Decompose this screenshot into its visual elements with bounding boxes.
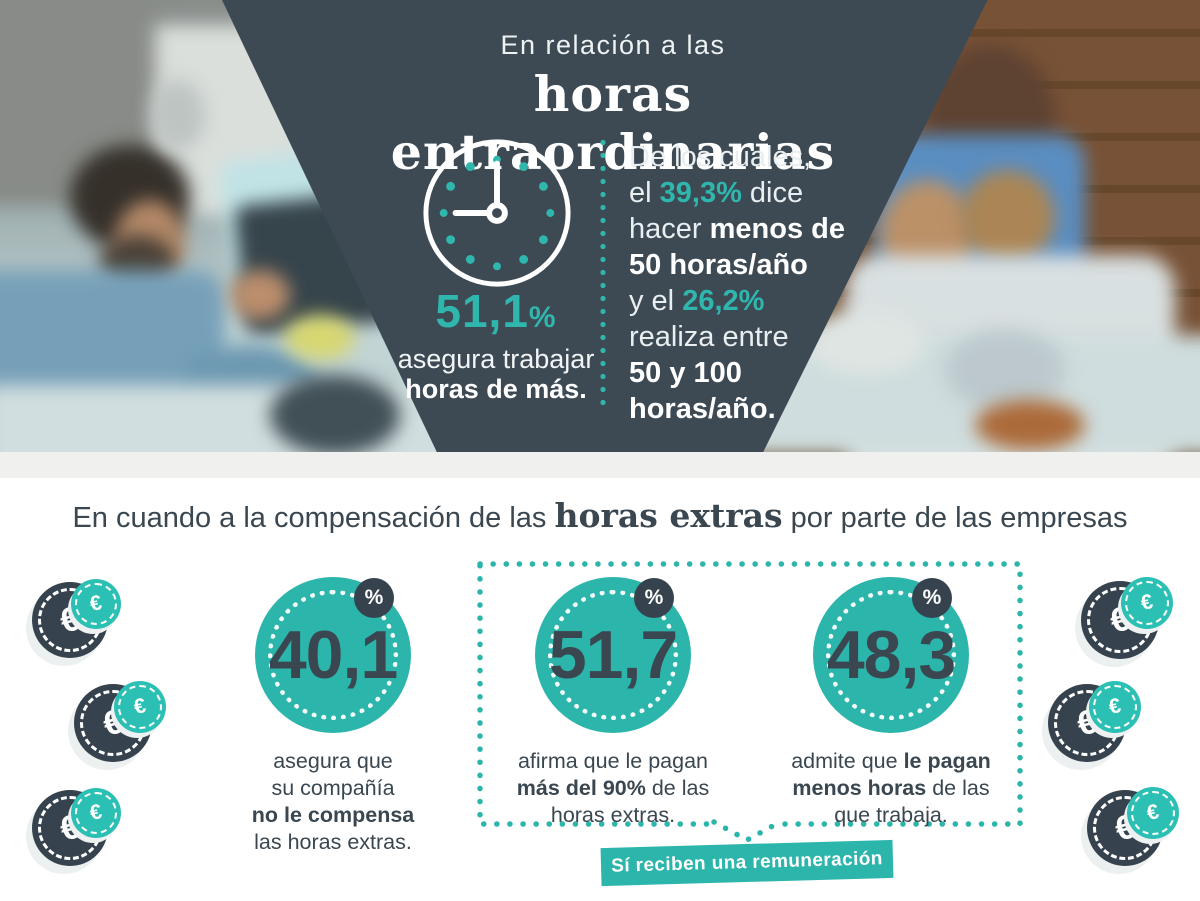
text-line: y el 26,2% [629, 283, 899, 319]
text-line: realiza entre [629, 319, 899, 355]
percent-badge: % [912, 578, 952, 618]
text-segment: las horas extras. [254, 830, 412, 854]
text-segment: dice [741, 177, 804, 209]
meeting-photo-right [735, 0, 1200, 452]
text-segment: que trabaja. [834, 803, 948, 827]
notch-mask [710, 816, 782, 829]
text-segment: de las [645, 776, 710, 800]
text-line: 50 horas/año [629, 247, 899, 283]
banner-label: Sí reciben una remuneración [610, 848, 884, 877]
hero-stat-51: 51,1% asegura trabajar horas de más. [385, 288, 607, 405]
speech-notch [711, 819, 783, 844]
remuneration-banner: Sí reciben una remuneración [600, 839, 894, 887]
divider-strip [0, 452, 1200, 478]
text-line: horas extras. [483, 802, 743, 829]
stat-number: 48,3 [826, 617, 956, 693]
text-segment: le pagan [903, 749, 991, 773]
stat-card-40-1: % 40,1 asegura que su compañía no le compe… [208, 478, 458, 888]
hero-stat-value: 51,1% [385, 288, 607, 341]
text-line: no le compensa [203, 802, 463, 829]
text-line: afirma que le pagan [483, 748, 743, 775]
text-line: más del 90% de las [483, 775, 743, 802]
text-line: menos horas de las [761, 775, 1021, 802]
hero-title-eyebrow: En relación a las [500, 30, 726, 60]
stat-number: 51,7 [548, 617, 678, 693]
text-segment: asegura que [273, 749, 393, 773]
text-segment: menos horas [792, 776, 927, 800]
dotted-ring [268, 590, 398, 720]
text-line: 50 y 100 [629, 355, 899, 391]
text-segment: horas extras [554, 496, 783, 535]
text-segment: su compañía [271, 776, 395, 800]
text-segment: realiza entre [629, 321, 789, 353]
text-segment: de las [926, 776, 990, 800]
text-line: asegura que [203, 748, 463, 775]
hero-detail-text: De los cuales, el 39,3% dice hacer menos d… [629, 139, 899, 427]
text-segment: no le compensa [251, 803, 415, 827]
text-segment: menos de [709, 213, 845, 245]
text-segment: De los cuales, [629, 141, 812, 173]
text-line: que trabaja. [761, 802, 1021, 829]
text-segment: 50 y 100 [629, 357, 742, 389]
text-line: las horas extras. [203, 829, 463, 856]
hero-stat-line2: horas de más. [405, 374, 587, 404]
hero-stat-line1: asegura trabajar [397, 344, 595, 374]
hero-section: En relación a las horas entraordinarias [0, 0, 1200, 452]
text-segment: hacer [629, 213, 710, 245]
stat-number: 51,1 [435, 285, 529, 337]
text-line: De los cuales, [629, 139, 899, 175]
stat-caption: afirma que le pagan más del 90% de las hor… [483, 748, 743, 829]
clock-icon [412, 134, 582, 297]
section-heading: En cuando a la compensación de las horas… [0, 496, 1200, 535]
text-line: hacer menos de [629, 211, 899, 247]
text-segment: En cuando a la compensación de las [72, 502, 555, 534]
text-segment: horas/año. [629, 393, 776, 425]
text-segment: por parte de las empresas [782, 502, 1128, 534]
text-segment: 26,2% [682, 285, 765, 317]
text-segment: el [629, 177, 660, 209]
text-segment: y el [629, 285, 683, 317]
text-line: el 39,3% dice [629, 175, 899, 211]
text-segment: más del 90% [516, 776, 646, 800]
text-line: admite que le pagan [761, 748, 1021, 775]
highlight-dotted-box [477, 561, 1023, 827]
dotted-divider [600, 136, 606, 408]
stat-card-51-7: % 51,7 afirma que le pagan más del 90% de… [488, 478, 738, 888]
hero-content: En relación a las horas entraordinarias [385, 30, 899, 427]
stat-caption: admite que le pagan menos horas de las que… [761, 748, 1021, 829]
percent-sign: % [528, 301, 557, 334]
stat-caption: asegura que su compañía no le compensa las … [203, 748, 463, 856]
compensation-section: En cuando a la compensación de las horas… [0, 478, 1200, 901]
stat-number: 40,1 [268, 617, 398, 693]
text-segment: 39,3% [659, 177, 742, 209]
text-segment: afirma que le pagan [517, 749, 709, 773]
stat-card-48-3: % 48,3 admite que le pagan menos horas de… [766, 478, 1016, 888]
text-segment: 50 horas/año [629, 249, 808, 281]
dotted-ring [548, 590, 678, 720]
dotted-ring [826, 590, 956, 720]
percent-badge: % [354, 578, 394, 618]
text-segment: horas extras. [550, 803, 676, 827]
text-line: horas/año. [629, 391, 899, 427]
text-line: su compañía [203, 775, 463, 802]
percent-badge: % [634, 578, 674, 618]
text-segment: admite que [791, 749, 904, 773]
